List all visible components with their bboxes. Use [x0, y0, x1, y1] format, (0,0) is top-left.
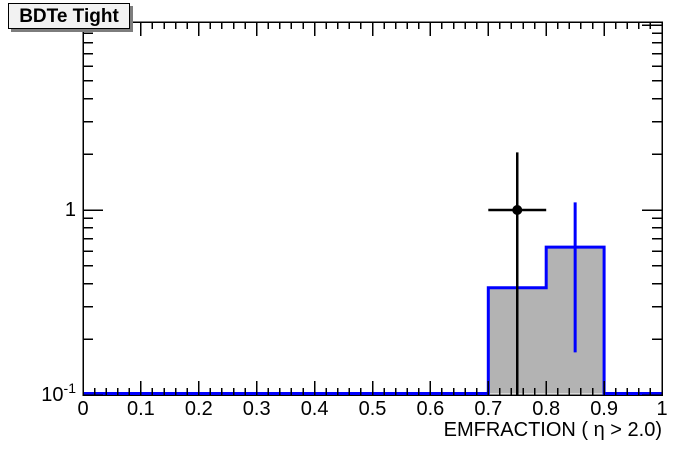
y-tick-label-base: 1	[64, 199, 76, 221]
data-point	[488, 152, 547, 395]
title-box: BDTe Tight	[8, 3, 130, 29]
axis-ticks	[82, 22, 663, 396]
y-tick-label-base: 10	[41, 384, 64, 406]
x-tick-label: 0.9	[590, 398, 618, 420]
x-tick-label: 0	[77, 398, 89, 420]
histogram-outline	[83, 245, 662, 395]
y-tick-label: 10-1	[0, 380, 76, 407]
x-axis-title: EMFRACTION ( η > 2.0)	[443, 419, 662, 441]
y-tick-label-exponent: -1	[63, 380, 76, 396]
x-tick-label: 0.3	[242, 398, 271, 420]
x-tick-label: 0.7	[474, 398, 503, 420]
x-tick-label: 0.2	[184, 398, 213, 420]
x-tick-label: 0.4	[300, 398, 329, 420]
x-tick-label: 0.8	[532, 398, 561, 420]
x-tick-label: 1	[656, 398, 668, 420]
x-tick-label: 0.6	[416, 398, 445, 420]
x-tick-label: 0.5	[358, 398, 387, 420]
x-tick-label: 0.1	[126, 398, 155, 420]
plot-title: BDTe Tight	[19, 5, 119, 27]
y-tick-label: 1	[0, 198, 76, 222]
data-point-marker	[512, 205, 523, 215]
